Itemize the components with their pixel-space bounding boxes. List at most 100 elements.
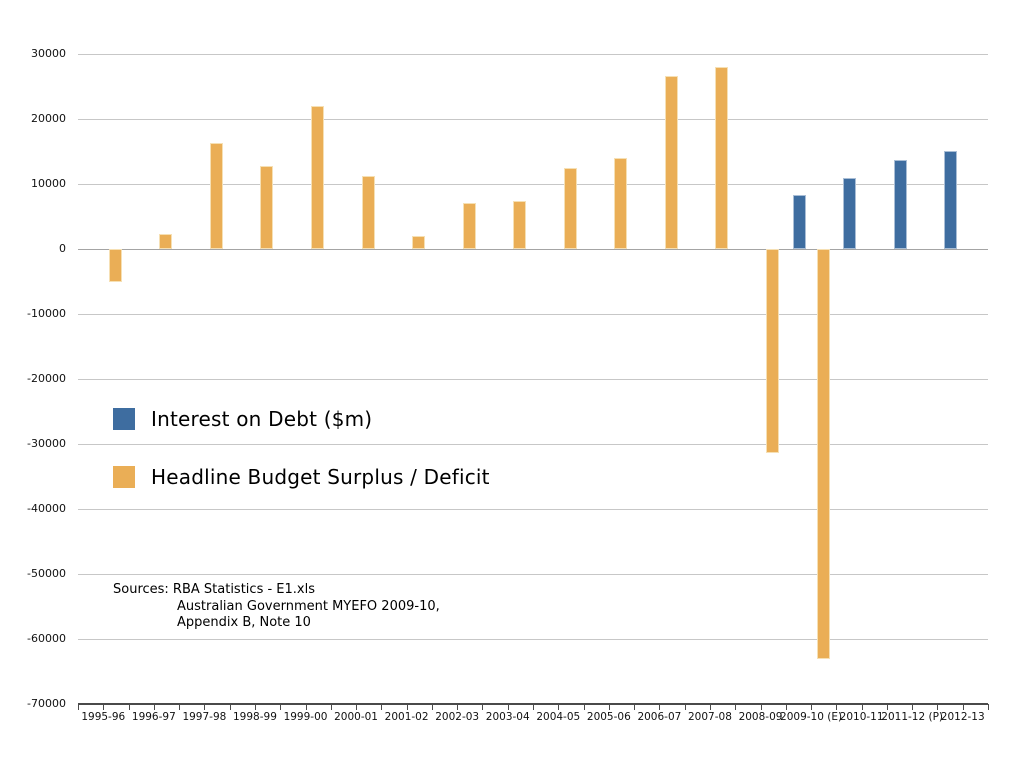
bar-budget-1995-96 [108,249,122,283]
gridline [78,379,988,381]
gridline [78,119,988,121]
y-axis-label: 0 [59,242,66,256]
gridline [78,574,988,576]
x-axis-tick [153,704,155,711]
x-axis-tick [583,704,585,711]
gridline [78,184,988,186]
x-axis-label: 2009-10 (E) [780,711,843,724]
bar-interest-2012-13 [944,151,958,250]
x-axis-tick [457,704,459,711]
x-axis-tick [634,704,636,711]
bar-budget-2000-01 [361,175,375,250]
sources-line-1: Sources: RBA Statistics - E1.xls [113,582,315,597]
bar-interest-2009-10-e [792,195,806,250]
x-axis-label: 2001-02 [384,711,429,724]
bar-budget-1997-98 [209,143,223,250]
legend-item-interest-on-debt: Interest on Debt ($m) [113,407,490,431]
x-axis-tick [684,704,686,711]
x-axis-tick [785,704,787,711]
gridline [78,54,988,56]
x-axis-tick [811,704,813,711]
bar-budget-2002-03 [462,202,476,250]
x-axis-label: 2003-04 [485,711,530,724]
x-axis-tick [431,704,433,711]
legend-swatch-interest-on-debt [113,408,135,430]
bar-budget-2004-05 [563,168,577,250]
bar-budget-2008-09 [766,249,779,454]
x-axis-tick [204,704,206,711]
x-axis-label: 2008-09 [738,711,783,724]
legend-label-headline-budget: Headline Budget Surplus / Deficit [151,465,490,489]
x-axis-label: 2011-12 (P) [881,711,944,724]
x-axis-tick [988,704,989,711]
legend-swatch-headline-budget [113,466,135,488]
legend-label-interest-on-debt: Interest on Debt ($m) [151,407,373,431]
sources-line-2: Australian Government MYEFO 2009-10, [177,598,440,614]
y-axis-label: 30000 [31,47,66,61]
legend-item-headline-budget: Headline Budget Surplus / Deficit [113,465,490,489]
bar-budget-2005-06 [614,157,628,250]
x-axis-tick [381,704,383,711]
x-axis-tick [886,704,888,711]
x-axis-tick [912,704,914,711]
x-axis-label: 2002-03 [435,711,480,724]
x-axis-tick [735,704,737,711]
x-axis-tick [709,704,711,711]
bar-budget-2001-02 [412,236,426,250]
y-axis-label: -60000 [27,632,66,646]
sources-line-3: Appendix B, Note 10 [177,615,311,630]
x-axis-label: 2006-07 [637,711,682,724]
x-axis-label: 1996-97 [131,711,176,724]
x-axis-tick [78,704,79,711]
y-axis-label: -40000 [27,502,66,516]
x-axis-tick [937,704,939,711]
y-axis-label: 10000 [31,177,66,191]
y-axis-label: -70000 [27,697,66,711]
bar-budget-1999-00 [311,105,324,250]
bar-interest-2011-12-p [893,160,907,250]
x-axis-tick [330,704,332,711]
gridline [78,639,988,641]
x-axis-tick [861,704,863,711]
x-axis-label: 1998-99 [233,711,277,724]
bar-interest-2010-11 [843,177,857,250]
y-axis-label: -50000 [27,567,66,581]
x-axis-tick [229,704,231,711]
y-axis-label: 20000 [31,112,66,126]
x-axis-tick [608,704,610,711]
bar-budget-2006-07 [664,75,678,250]
x-axis-tick [406,704,408,711]
x-axis-tick [659,704,661,711]
gridline [78,444,988,446]
x-axis-tick [533,704,534,711]
y-axis-label: -30000 [27,437,66,451]
bar-budget-2007-08 [715,66,729,250]
zero-line [78,249,988,251]
x-axis-label: 1997-98 [182,711,227,724]
x-axis-label: 1999-00 [283,711,328,724]
bar-budget-2003-04 [513,201,527,250]
x-axis-tick [305,704,307,711]
x-axis-tick [356,704,358,711]
bar-budget-1996-97 [159,233,173,250]
x-axis-label: 2012-13 [940,711,985,724]
gridline [78,314,988,316]
legend: Interest on Debt ($m) Headline Budget Su… [113,407,490,489]
y-axis-label: -20000 [27,372,66,386]
x-axis-tick [558,704,560,711]
sources-note: Sources: RBA Statistics - E1.xls Austral… [113,582,440,632]
x-axis-tick [103,704,105,711]
x-axis-tick [507,704,509,711]
x-axis-label: 2005-06 [586,711,631,724]
x-axis-tick [760,704,762,711]
x-axis-tick [962,704,964,711]
bar-budget-2009-10-e [816,249,830,659]
x-axis-label: 2000-01 [334,711,378,724]
bar-budget-1998-99 [260,166,274,250]
x-axis-tick [254,704,256,711]
x-axis-label: 2010-11 [839,711,884,724]
y-axis-label: -10000 [27,307,66,321]
x-axis-label: 2004-05 [536,711,581,724]
x-axis-tick [836,704,838,711]
